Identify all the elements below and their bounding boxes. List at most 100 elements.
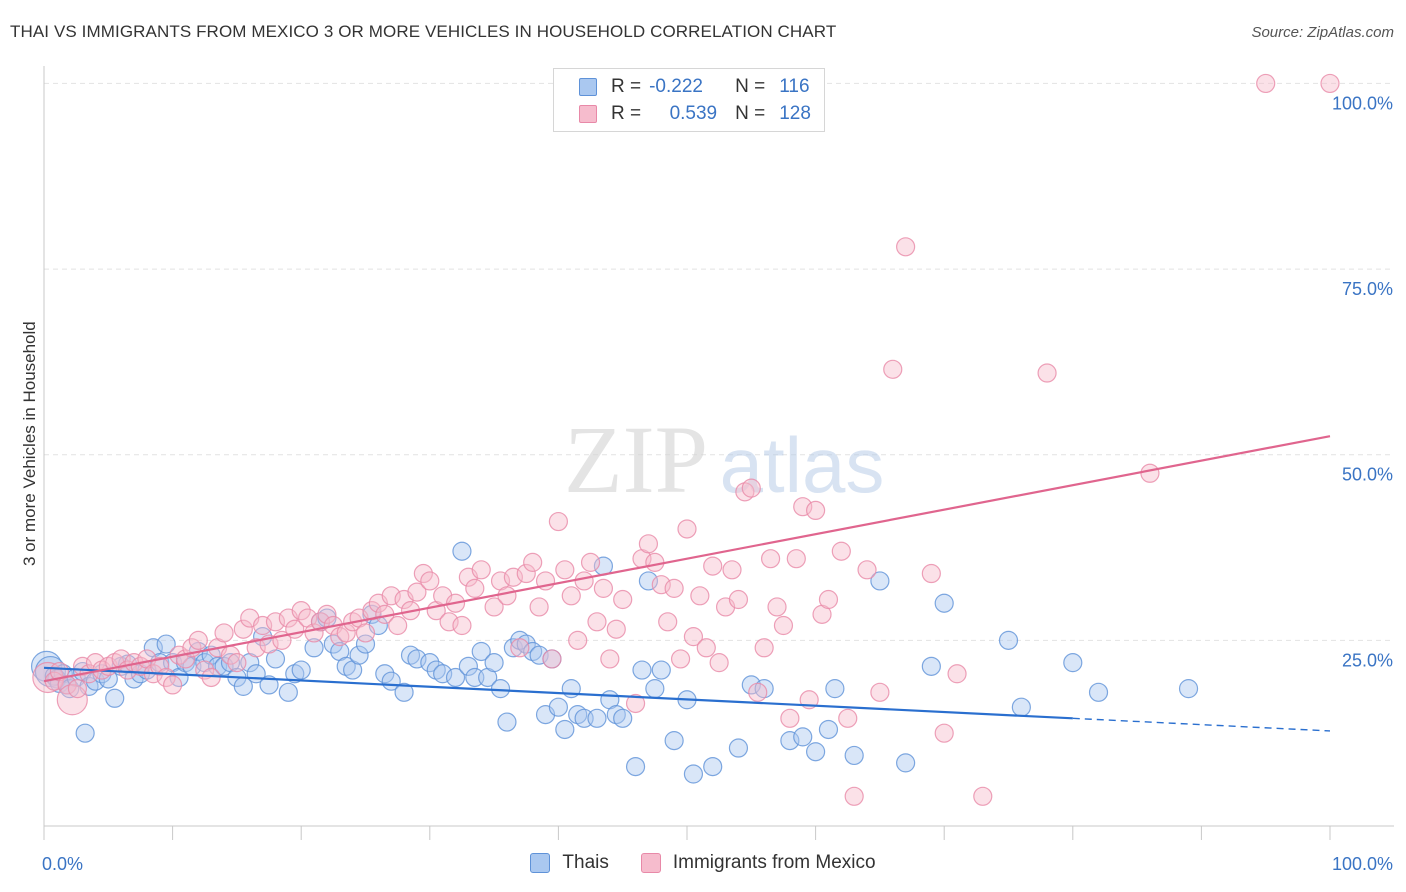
- thais-legend-swatch: [530, 853, 551, 873]
- mexico-point: [381, 586, 401, 606]
- mexico-point: [420, 571, 440, 591]
- mexico-point: [439, 612, 459, 632]
- mexico-point: [568, 630, 588, 650]
- mexico-point: [870, 682, 890, 702]
- mexico-point: [150, 656, 170, 676]
- mexico-point: [413, 563, 433, 584]
- thais-trend-extension: [1072, 717, 1331, 732]
- mexico-point: [613, 589, 633, 610]
- thais-point: [75, 723, 95, 743]
- mexico-point: [1140, 463, 1160, 483]
- trend-lines: [43, 435, 1331, 732]
- legend-item-mexico: Immigrants from Mexico: [640, 852, 876, 874]
- mexico-point: [709, 653, 729, 673]
- mexico-point: [291, 601, 311, 621]
- y-tick-label: 75.0%: [1342, 279, 1393, 299]
- thais-point: [278, 682, 298, 702]
- mexico-point: [896, 237, 916, 257]
- thais-point: [998, 630, 1019, 650]
- mexico-point: [805, 500, 826, 521]
- watermark: ZIP atlas: [564, 406, 884, 513]
- thais-point: [728, 738, 749, 758]
- mexico-point: [503, 567, 523, 587]
- mexico-point: [670, 649, 691, 669]
- thais-point: [805, 742, 826, 762]
- thais-point: [304, 638, 324, 658]
- thais-point: [825, 679, 845, 699]
- legend-r-label-2: R =: [611, 103, 642, 124]
- mexico-legend-swatch: [640, 853, 661, 873]
- mexico-point: [703, 556, 723, 576]
- mexico-point: [561, 586, 581, 606]
- thais-point: [793, 727, 813, 747]
- mexico-point: [728, 589, 749, 610]
- mexico-point: [233, 619, 253, 639]
- thais-point: [291, 660, 311, 680]
- thais-point: [445, 667, 466, 688]
- thais-r-value: -0.222: [649, 76, 703, 97]
- mexico-point: [188, 630, 208, 650]
- x-tick-label-end: 100.0%: [1332, 854, 1393, 874]
- thais-point: [1063, 653, 1083, 673]
- mexico-point: [838, 708, 858, 728]
- mexico-point: [677, 519, 697, 539]
- mexico-point: [201, 667, 221, 688]
- legend-row-mexico: R = 0.539 N = 128: [579, 102, 811, 126]
- mexico-point: [600, 649, 620, 669]
- thais-point: [452, 541, 472, 561]
- mexico-point: [773, 615, 794, 636]
- mexico-point: [748, 682, 768, 702]
- thais-point: [458, 656, 478, 676]
- legend-n-label: N =: [735, 76, 766, 97]
- thais-point: [1011, 697, 1031, 717]
- mexico-point: [253, 615, 273, 636]
- thais-point: [156, 634, 176, 654]
- thais-point: [529, 645, 549, 665]
- y-axis-label: 3 or more Vehicles in Household: [20, 321, 39, 566]
- thais-point: [664, 731, 684, 751]
- thais-point: [613, 708, 633, 728]
- thais-point: [259, 675, 279, 695]
- mexico-point: [56, 684, 88, 716]
- mexico-point: [555, 560, 575, 580]
- mexico-point: [548, 511, 569, 532]
- thais-point: [741, 675, 761, 695]
- source-credit: Source: ZipAtlas.com: [1251, 24, 1394, 41]
- mexico-point: [510, 638, 530, 658]
- thais-points: [30, 541, 1199, 784]
- correlation-legend: R = -0.222 N = 116 R = 0.539 N = 128: [553, 68, 825, 132]
- mexico-point: [163, 675, 183, 695]
- mexico-point: [760, 549, 781, 569]
- thais-point: [375, 664, 395, 684]
- thais-point: [555, 719, 575, 740]
- thais-point: [407, 649, 427, 669]
- mexico-point: [658, 612, 678, 632]
- mexico-point: [625, 693, 646, 714]
- thais-point: [921, 656, 941, 676]
- thais-point: [420, 653, 440, 673]
- thais-n-value: 116: [779, 76, 810, 97]
- thais-point: [490, 679, 511, 699]
- watermark-atlas: atlas: [720, 421, 885, 509]
- mexico-point: [754, 638, 774, 658]
- mexico-r-value: 0.539: [669, 103, 718, 124]
- mexico-point: [523, 552, 543, 572]
- mexico-point: [1320, 73, 1340, 94]
- thais-point: [844, 745, 864, 766]
- thais-point: [497, 712, 517, 732]
- mexico-point: [542, 649, 562, 669]
- mexico-point: [606, 619, 626, 639]
- thais-point: [703, 756, 723, 777]
- mexico-point: [921, 563, 941, 584]
- mexico-point: [587, 612, 607, 632]
- thais-point: [394, 682, 414, 702]
- legend-item-thais: Thais: [530, 852, 609, 874]
- mexico-point: [310, 612, 331, 632]
- thais-point: [484, 653, 504, 673]
- mexico-point: [67, 679, 88, 699]
- mexico-point: [831, 541, 851, 561]
- thais-point: [934, 593, 954, 613]
- legend-row-thais: R = -0.222 N = 116: [579, 75, 810, 99]
- mexico-point: [638, 534, 659, 554]
- mexico-point: [317, 604, 337, 624]
